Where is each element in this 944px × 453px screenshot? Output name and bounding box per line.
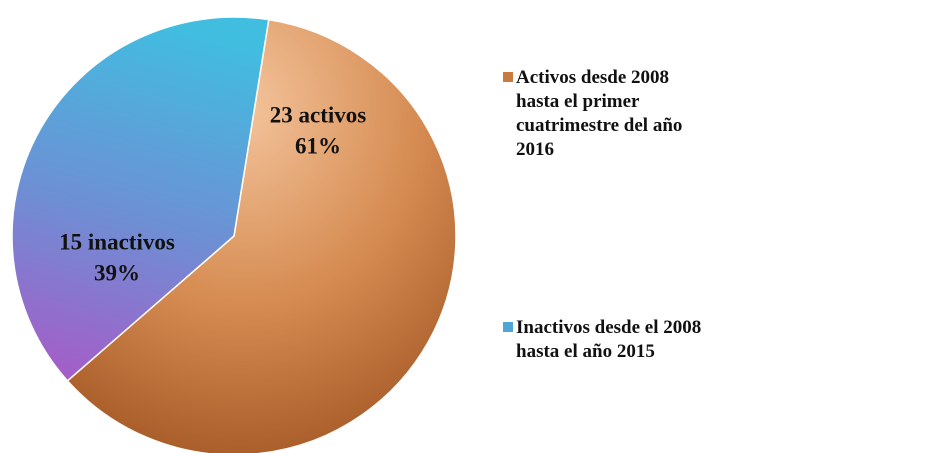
- legend-item: Activos desde 2008 hasta el primer cuatr…: [503, 66, 943, 162]
- legend-item: Inactivos desde el 2008 hasta el año 201…: [503, 316, 943, 364]
- slice-label: 15 inactivos: [59, 229, 175, 254]
- legend-label: Activos desde 2008 hasta el primer cuatr…: [516, 67, 683, 160]
- slice-label: 23 activos: [270, 102, 367, 127]
- legend-swatch: [503, 322, 513, 332]
- legend-label: Inactivos desde el 2008 hasta el año 201…: [516, 317, 702, 362]
- value-label: 39%: [94, 260, 140, 285]
- legend-swatch: [503, 72, 513, 82]
- pie: [11, 16, 457, 453]
- pie-slice: [11, 16, 270, 382]
- pie-slice: [66, 18, 457, 453]
- value-label: 61%: [295, 133, 341, 158]
